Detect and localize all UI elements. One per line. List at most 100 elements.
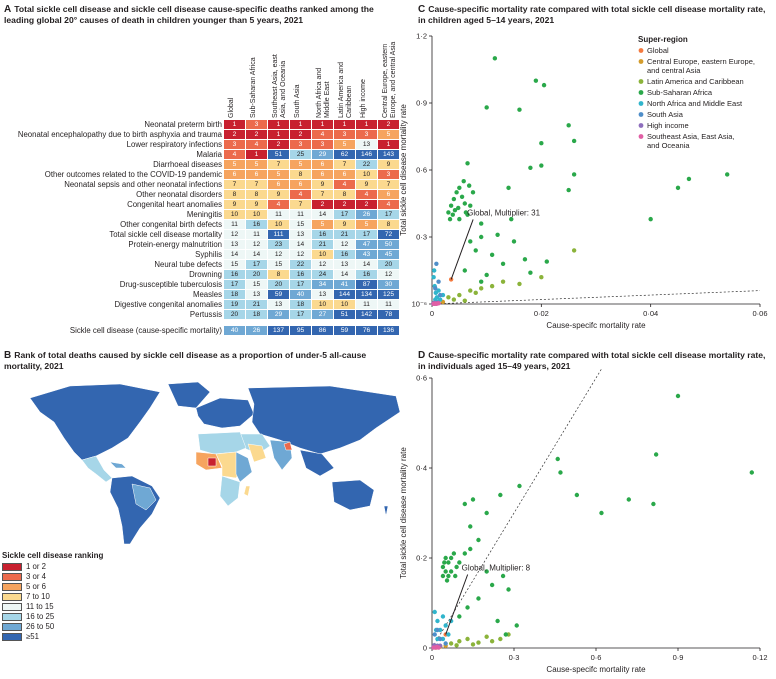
heatmap-cell: 20 bbox=[378, 260, 400, 270]
heatmap-cell: 5 bbox=[268, 170, 290, 180]
heatmap-cell: 12 bbox=[246, 240, 268, 250]
heatmap-cell: 26 bbox=[246, 326, 268, 336]
map-australia bbox=[331, 479, 375, 511]
data-point bbox=[489, 582, 495, 588]
column-header: Southeast Asia, east Asia, and Oceania bbox=[272, 54, 287, 118]
heatmap-cell: 1 bbox=[290, 120, 312, 130]
map-new-zealand bbox=[383, 505, 389, 517]
data-point bbox=[489, 283, 495, 289]
row-label: Digestive congenital anomalies bbox=[114, 300, 223, 309]
heatmap-cell: 17 bbox=[290, 310, 312, 320]
row-label: Measles bbox=[192, 290, 222, 299]
heatmap-cell: 26 bbox=[356, 210, 378, 220]
heatmap-cell: 8 bbox=[378, 220, 400, 230]
legend-label: North Africa and Middle East bbox=[647, 99, 743, 108]
data-point bbox=[446, 560, 451, 565]
heatmap-cell: 9 bbox=[334, 220, 356, 230]
data-point bbox=[448, 569, 454, 574]
heatmap-cell: 86 bbox=[312, 326, 334, 336]
data-point bbox=[442, 560, 447, 565]
legend-marker bbox=[638, 101, 644, 106]
data-point bbox=[432, 609, 437, 615]
data-point bbox=[451, 551, 457, 556]
heatmap-cell: 9 bbox=[268, 190, 290, 200]
data-point bbox=[454, 564, 459, 570]
heatmap-cell: 14 bbox=[356, 260, 378, 270]
heatmap-cell: 12 bbox=[268, 250, 290, 260]
heatmap-cell: 14 bbox=[246, 250, 268, 260]
data-point bbox=[725, 172, 730, 177]
heatmap-cell: 14 bbox=[290, 240, 312, 250]
row-label: Syphilis bbox=[195, 250, 222, 259]
y-tick-label: 0·6 bbox=[416, 166, 427, 175]
heatmap-cell: 6 bbox=[268, 180, 290, 190]
heatmap-cell: 5 bbox=[334, 140, 356, 150]
data-point bbox=[539, 141, 544, 146]
data-point bbox=[539, 275, 544, 280]
y-tick-label: 0 bbox=[423, 644, 427, 653]
heatmap-cell: 87 bbox=[356, 280, 378, 290]
heatmap-cell: 3 bbox=[290, 140, 312, 150]
heatmap-cell: 15 bbox=[290, 220, 312, 230]
heatmap-cell: 24 bbox=[312, 270, 334, 280]
heatmap-cell: 7 bbox=[246, 180, 268, 190]
data-point bbox=[436, 301, 441, 306]
data-point bbox=[492, 56, 498, 61]
panel-c-title: C Cause-specific mortality rate compared … bbox=[418, 4, 768, 26]
heatmap-cell: 10 bbox=[312, 300, 334, 310]
data-point bbox=[541, 82, 547, 88]
row-label: Lower respiratory infections bbox=[126, 140, 222, 149]
panel-b-title-text: Rank of total deaths caused by sickle ce… bbox=[4, 350, 367, 371]
heatmap-cell: 6 bbox=[312, 160, 334, 170]
heatmap-cell: 18 bbox=[246, 310, 268, 320]
y-tick-label: 1·2 bbox=[416, 32, 427, 41]
data-point bbox=[571, 138, 577, 144]
panel-c-letter: C bbox=[418, 4, 426, 15]
data-point bbox=[448, 641, 454, 646]
data-point bbox=[454, 190, 459, 195]
data-point bbox=[451, 297, 457, 302]
legend-label: 7 to 10 bbox=[26, 592, 50, 601]
heatmap-cell: 11 bbox=[356, 300, 378, 310]
heatmap-cell: 2 bbox=[334, 200, 356, 210]
legend-label: 16 to 25 bbox=[26, 612, 55, 621]
legend-marker bbox=[638, 90, 644, 95]
identity-line bbox=[431, 368, 603, 649]
data-point bbox=[648, 216, 653, 222]
heatmap-cell: 6 bbox=[290, 180, 312, 190]
legend-marker bbox=[638, 123, 644, 128]
heatmap-cell: 5 bbox=[378, 130, 400, 140]
heatmap-cell: 9 bbox=[224, 200, 246, 210]
data-point bbox=[484, 105, 489, 110]
row-label: Other congenital birth defects bbox=[120, 220, 222, 229]
data-point bbox=[443, 555, 448, 561]
heatmap-cell: 4 bbox=[290, 190, 312, 200]
heatmap-cell: 95 bbox=[290, 326, 312, 336]
heatmap-cell: 10 bbox=[356, 170, 378, 180]
heatmap-cell: 15 bbox=[224, 260, 246, 270]
panel-b-letter: B bbox=[4, 350, 12, 361]
heatmap-cell: 9 bbox=[378, 160, 400, 170]
heatmap-cell: 25 bbox=[290, 150, 312, 160]
heatmap-cell: 40 bbox=[290, 290, 312, 300]
data-point bbox=[470, 642, 476, 647]
heatmap-cell: 5 bbox=[246, 160, 268, 170]
x-tick-label: 0·9 bbox=[673, 653, 684, 662]
heatmap-cell: 18 bbox=[290, 300, 312, 310]
heatmap-cell: 3 bbox=[312, 140, 334, 150]
map-southern-africa bbox=[219, 475, 241, 507]
heatmap-cell: 22 bbox=[356, 160, 378, 170]
data-point bbox=[462, 551, 467, 556]
data-point bbox=[433, 286, 438, 291]
heatmap-cell: 13 bbox=[268, 300, 290, 310]
map-madagascar bbox=[243, 485, 251, 497]
heatmap-cell: 11 bbox=[268, 210, 290, 220]
heatmap-cell: 4 bbox=[246, 140, 268, 150]
y-tick-label: 0·4 bbox=[416, 464, 427, 473]
x-tick-label: 0·12 bbox=[752, 653, 767, 662]
legend-label: 11 to 15 bbox=[26, 602, 54, 611]
data-point bbox=[503, 632, 508, 637]
heatmap-cell: 125 bbox=[378, 290, 400, 300]
heatmap-cell: 1 bbox=[356, 120, 378, 130]
heatmap-cell: 7 bbox=[312, 190, 334, 200]
